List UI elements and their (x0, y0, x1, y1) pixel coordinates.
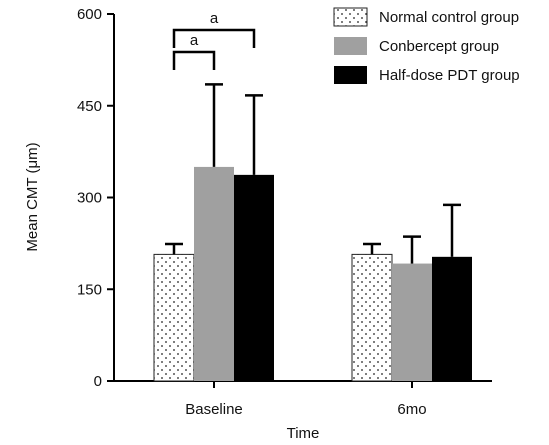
legend-label: Conbercept group (379, 38, 499, 55)
significance-label: a (210, 10, 219, 27)
bar (194, 166, 234, 381)
legend-swatch (334, 37, 367, 55)
bar (392, 263, 432, 381)
significance-label: a (190, 32, 199, 49)
x-ticks: Baseline 6mo (185, 381, 427, 418)
legend: Normal control group Conbercept group Half… (333, 7, 520, 84)
legend-swatch (333, 7, 368, 27)
bars (153, 83, 472, 382)
bar (432, 256, 472, 381)
bar (234, 174, 274, 381)
legend-label: Normal control group (379, 9, 519, 26)
x-tick-label: 6mo (397, 401, 426, 418)
significance-bracket (172, 28, 256, 48)
y-tick-label: 450 (77, 98, 102, 115)
significance-bracket (172, 50, 216, 70)
legend-swatch (334, 66, 367, 84)
x-tick-label: Baseline (185, 401, 243, 418)
bar (153, 253, 195, 382)
y-tick-label: 150 (77, 281, 102, 298)
legend-label: Half-dose PDT group (379, 67, 520, 84)
y-tick-label: 300 (77, 190, 102, 207)
significance-brackets: aa (172, 10, 256, 70)
y-axis-label: Mean CMT (μm) (24, 142, 41, 251)
x-axis-label: Time (287, 425, 320, 442)
bar (351, 253, 393, 382)
y-tick-label: 0 (94, 373, 102, 390)
y-ticks: 0 150 300 450 600 (77, 6, 114, 390)
y-tick-label: 600 (77, 6, 102, 23)
